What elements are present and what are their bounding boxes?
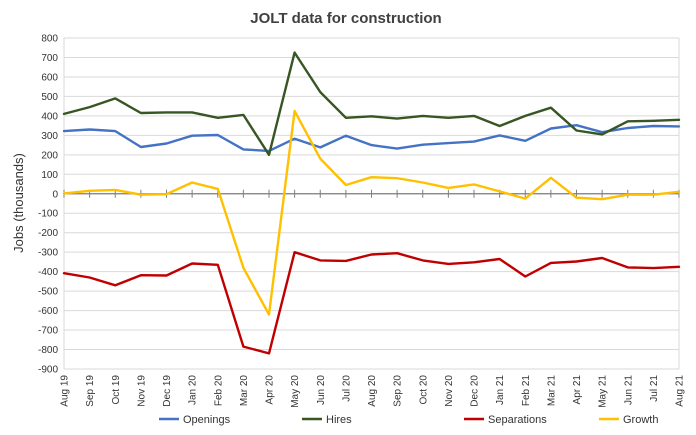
x-tick-label: Apr 21 <box>572 375 583 405</box>
series-line-openings <box>62 123 681 153</box>
y-tick-label: -200 <box>38 228 58 239</box>
x-tick-label: Jan 20 <box>188 375 199 405</box>
x-tick-label: May 21 <box>598 375 609 408</box>
x-tick-label: Dec 20 <box>470 375 481 407</box>
y-tick-label: 500 <box>41 92 58 103</box>
y-tick-label: -100 <box>38 209 58 220</box>
chart-title: JOLT data for construction <box>250 10 441 27</box>
legend-label-openings: Openings <box>183 414 231 426</box>
legend-label-hires: Hires <box>326 414 352 426</box>
x-tick-label: Jul 20 <box>341 375 352 402</box>
y-tick-label: -900 <box>38 365 58 376</box>
x-tick-label: Oct 19 <box>111 375 122 405</box>
x-tick-label: Jul 21 <box>649 375 660 402</box>
x-tick-label: Jun 20 <box>316 375 327 405</box>
y-tick-label: 100 <box>41 170 58 181</box>
x-tick-label: Aug 19 <box>60 375 71 407</box>
x-tick-label: Sep 19 <box>85 375 96 407</box>
x-tick-label: May 20 <box>290 375 301 408</box>
x-tick-label: Mar 20 <box>239 375 250 407</box>
series-line-separations <box>62 250 681 355</box>
x-tick-label: Dec 19 <box>162 375 173 407</box>
y-tick-label: 200 <box>41 150 58 161</box>
y-tick-label: -500 <box>38 287 58 298</box>
y-axis-label: Jobs (thousands) <box>11 153 26 253</box>
series-line-hires <box>62 51 681 157</box>
y-tick-label: -800 <box>38 345 58 356</box>
x-tick-label: Jan 21 <box>495 375 506 405</box>
x-tick-label: Oct 20 <box>418 375 429 405</box>
x-tick-label: Sep 20 <box>393 375 404 407</box>
x-tick-label: Nov 20 <box>444 375 455 407</box>
y-tick-label: 800 <box>41 34 58 45</box>
x-tick-label: Apr 20 <box>265 375 276 405</box>
x-tick-label: Aug 21 <box>675 375 686 407</box>
x-tick-label: Aug 20 <box>367 375 378 407</box>
y-tick-label: 700 <box>41 53 58 64</box>
legend-label-separations: Separations <box>488 414 547 426</box>
x-tick-label: Feb 21 <box>521 375 532 407</box>
x-tick-label: Feb 20 <box>213 375 224 407</box>
y-tick-label: 400 <box>41 111 58 122</box>
y-tick-label: -700 <box>38 326 58 337</box>
y-tick-label: 600 <box>41 72 58 83</box>
y-tick-label: -600 <box>38 306 58 317</box>
x-tick-label: Jun 21 <box>623 375 634 405</box>
x-tick-label: Mar 21 <box>546 375 557 407</box>
legend-label-growth: Growth <box>623 414 658 426</box>
y-tick-label: 300 <box>41 131 58 142</box>
y-tick-labels: -900 -800 -700 -600 -500 -400 -300 -200 -100 0 100… <box>38 34 58 376</box>
x-tick-labels: Aug 19 Sep 19 Oct 19 Nov 19 Dec 19 Jan 20 Feb … <box>60 375 686 408</box>
legend: Openings Hires Separations Growth <box>159 414 658 426</box>
series-lines <box>62 51 681 355</box>
series-line-growth <box>62 109 681 316</box>
y-tick-label: -300 <box>38 248 58 259</box>
y-tick-label: -400 <box>38 267 58 278</box>
x-tick-label: Nov 19 <box>136 375 147 407</box>
y-tick-label: 0 <box>52 189 58 200</box>
